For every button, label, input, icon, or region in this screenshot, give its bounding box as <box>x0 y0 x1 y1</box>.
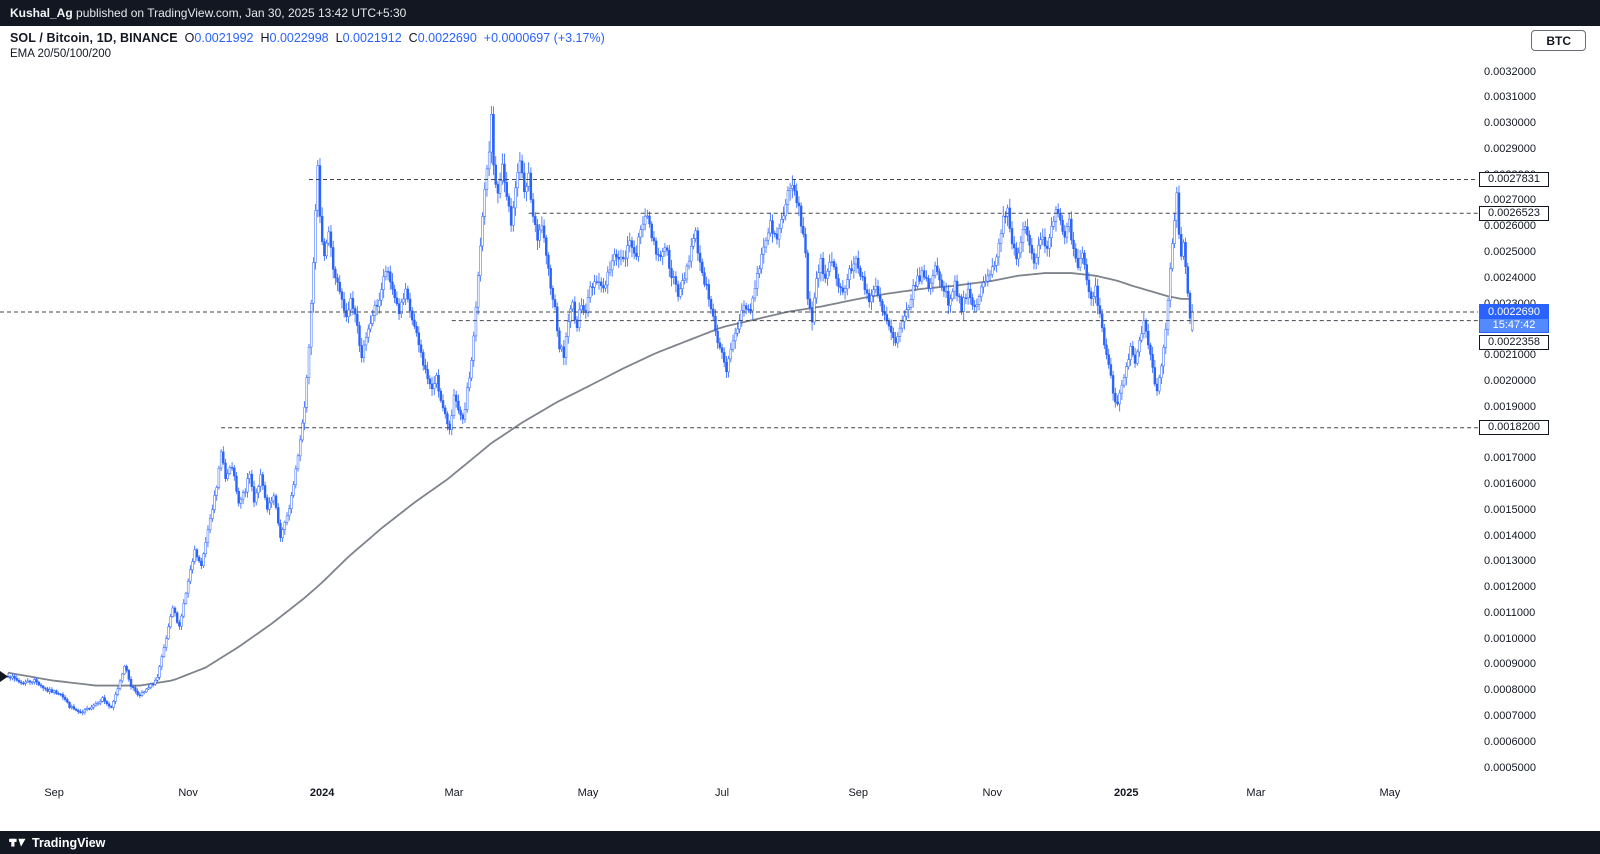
ema-line <box>7 272 1190 687</box>
author-name: Kushal_Ag <box>10 6 73 20</box>
ohlc-close-value: 0.0022690 <box>417 31 477 45</box>
ohlc-close: C0.0022690 <box>409 31 477 45</box>
ohlc-low-value: 0.0021912 <box>342 31 402 45</box>
indicator-label[interactable]: EMA 20/50/100/200 <box>10 48 112 60</box>
symbol-title[interactable]: SOL / Bitcoin, 1D, BINANCE <box>10 31 178 45</box>
currency-toggle-button[interactable]: BTC <box>1531 30 1586 51</box>
bar-countdown: 15:47:42 <box>1480 319 1548 332</box>
current-price-value: 0.0022690 <box>1480 305 1548 319</box>
price-level-label[interactable]: 0.0026523 <box>1479 205 1549 221</box>
chart-area: SOL / Bitcoin, 1D, BINANCE O0.0021992 H0… <box>0 26 1600 831</box>
candlestick-chart[interactable] <box>0 26 1478 812</box>
candles <box>6 106 1194 716</box>
price-level-label[interactable]: 0.0027831 <box>1479 171 1549 187</box>
tradingview-logo-icon <box>9 836 26 849</box>
price-level-labels: 0.0022690 15:47:42 0.0027831 0.0026523 0.002… <box>0 26 1600 831</box>
chart-legend: SOL / Bitcoin, 1D, BINANCE O0.0021992 H0… <box>10 31 605 60</box>
ohlc-high-label: H <box>260 31 270 45</box>
footer-bar: TradingView <box>0 831 1600 854</box>
ohlc-open-label: O <box>184 31 195 45</box>
symbol-ohlc-row: SOL / Bitcoin, 1D, BINANCE O0.0021992 H0… <box>10 31 605 45</box>
ohlc-low: L0.0021912 <box>336 31 402 45</box>
ohlc-open: O0.0021992 <box>185 31 254 45</box>
publish-info: published on TradingView.com, Jan 30, 20… <box>72 6 407 20</box>
ohlc-close-label: C <box>408 31 418 45</box>
ohlc-high: H0.0022998 <box>261 31 329 45</box>
ohlc-low-label: L <box>335 31 343 45</box>
price-change: +0.0000697 (+3.17%) <box>483 31 605 45</box>
ohlc-high-value: 0.0022998 <box>269 31 329 45</box>
price-level-label[interactable]: 0.0022358 <box>1479 335 1549 350</box>
ohlc-open-value: 0.0021992 <box>194 31 254 45</box>
brand-name: TradingView <box>32 835 106 850</box>
left-edge-marker-icon <box>0 671 8 682</box>
price-level-label[interactable]: 0.0018200 <box>1479 420 1549 436</box>
publish-bar: Kushal_Ag published on TradingView.com, … <box>0 0 1600 26</box>
current-price-label[interactable]: 0.0022690 15:47:42 <box>1479 304 1549 333</box>
